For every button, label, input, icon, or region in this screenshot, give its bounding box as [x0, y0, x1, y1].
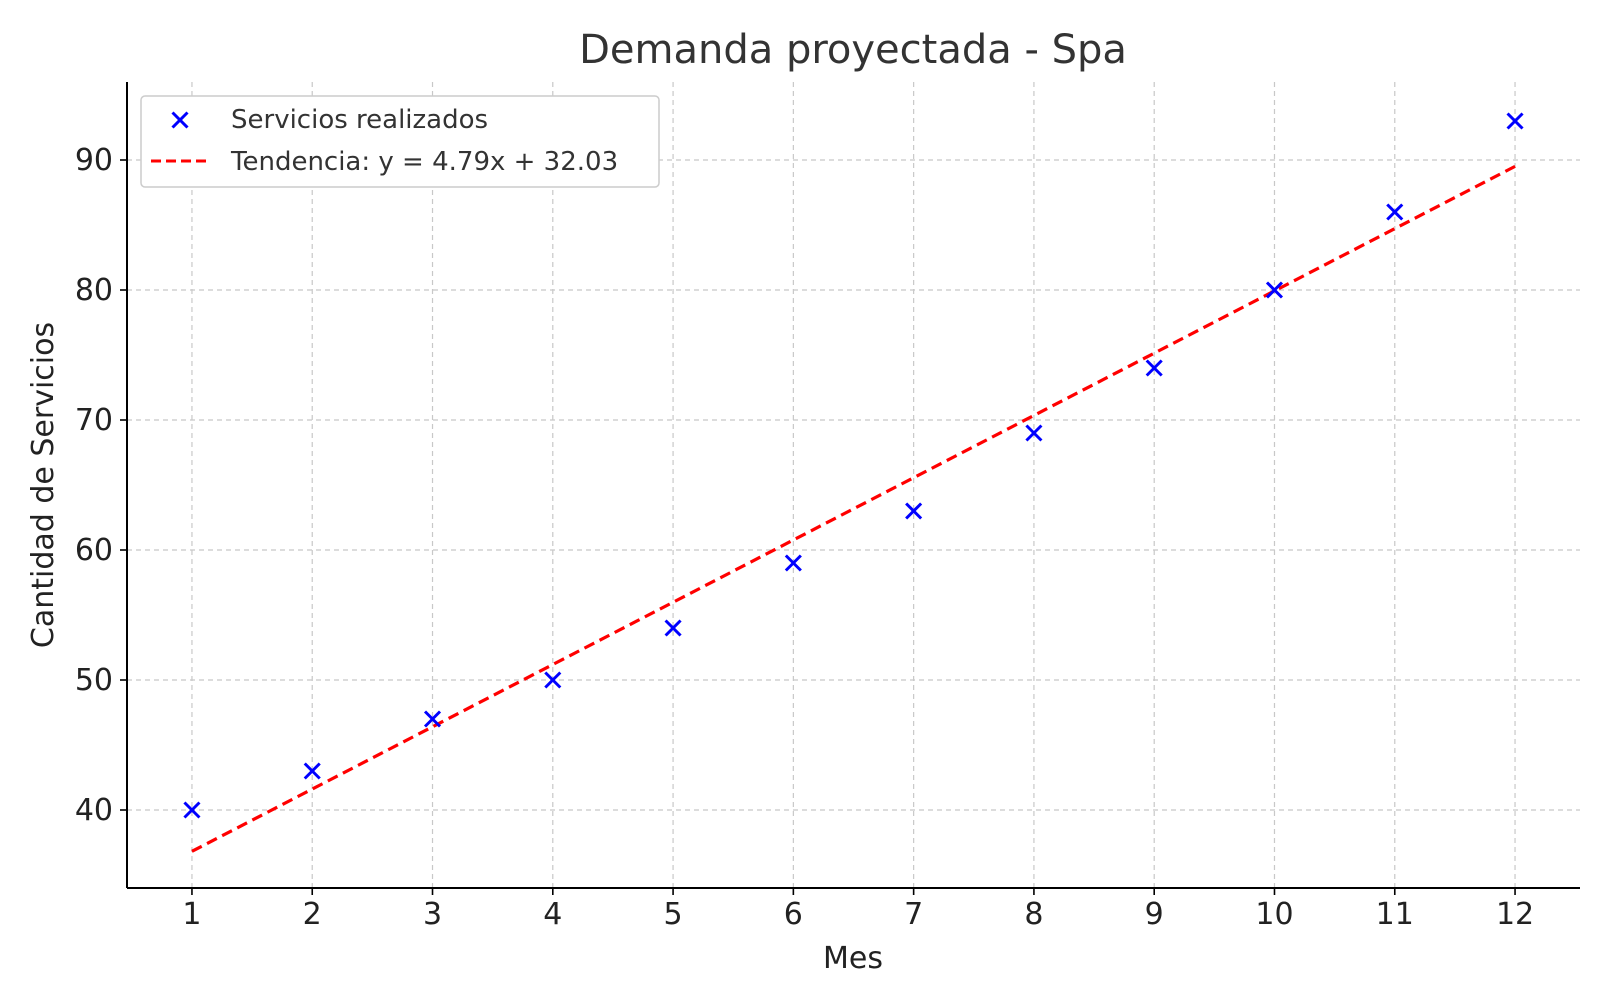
legend-label-trend: Tendencia: y = 4.79x + 32.03 — [230, 147, 618, 177]
y-tick-label: 50 — [75, 663, 113, 698]
data-point — [423, 710, 442, 728]
y-tick-label: 80 — [75, 273, 113, 308]
legend-marker-scatter — [171, 111, 189, 129]
data-point — [1145, 359, 1163, 377]
grid — [127, 82, 1580, 888]
x-tick-label: 3 — [423, 897, 442, 932]
x-tick-label: 12 — [1496, 897, 1534, 932]
data-point — [664, 619, 682, 637]
legend-box — [140, 95, 660, 188]
data-point — [1265, 281, 1284, 299]
trend-layer — [191, 164, 1516, 853]
data-point — [1506, 112, 1524, 130]
y-tick-label: 70 — [75, 403, 113, 438]
x-axis-title: Mes — [823, 941, 883, 976]
legend-x-marker — [171, 111, 189, 129]
x-tick-label: 2 — [303, 897, 322, 932]
y-tick-label: 90 — [75, 143, 113, 178]
x-tick-label: 10 — [1255, 897, 1293, 932]
x-tick-label: 1 — [182, 897, 201, 932]
x-tick-label: 9 — [1145, 897, 1164, 932]
y-axis-title: Cantidad de Servicios — [26, 322, 61, 648]
y-tick-label: 40 — [75, 793, 113, 828]
y-tick-label: 60 — [75, 533, 113, 568]
x-tick-label: 8 — [1024, 897, 1043, 932]
data-point — [544, 671, 562, 689]
x-tick-label: 7 — [904, 897, 923, 932]
legend: Servicios realizados Tendencia: y = 4.79… — [140, 95, 660, 188]
data-point — [1386, 203, 1404, 221]
x-tick-label: 6 — [784, 897, 803, 932]
legend-label-scatter: Servicios realizados — [231, 105, 488, 135]
x-tick-label: 5 — [664, 897, 683, 932]
x-tick-label: 4 — [543, 897, 562, 932]
axes — [126, 82, 1580, 889]
chart-title: Demanda proyectada - Spa — [579, 27, 1127, 73]
points-layer — [183, 112, 1524, 819]
data-point — [905, 502, 923, 520]
x-tick-label: 11 — [1376, 897, 1414, 932]
data-point — [183, 801, 201, 819]
data-point — [1025, 424, 1043, 442]
data-point — [303, 762, 321, 780]
data-point — [784, 554, 802, 572]
trend-line — [191, 164, 1516, 853]
